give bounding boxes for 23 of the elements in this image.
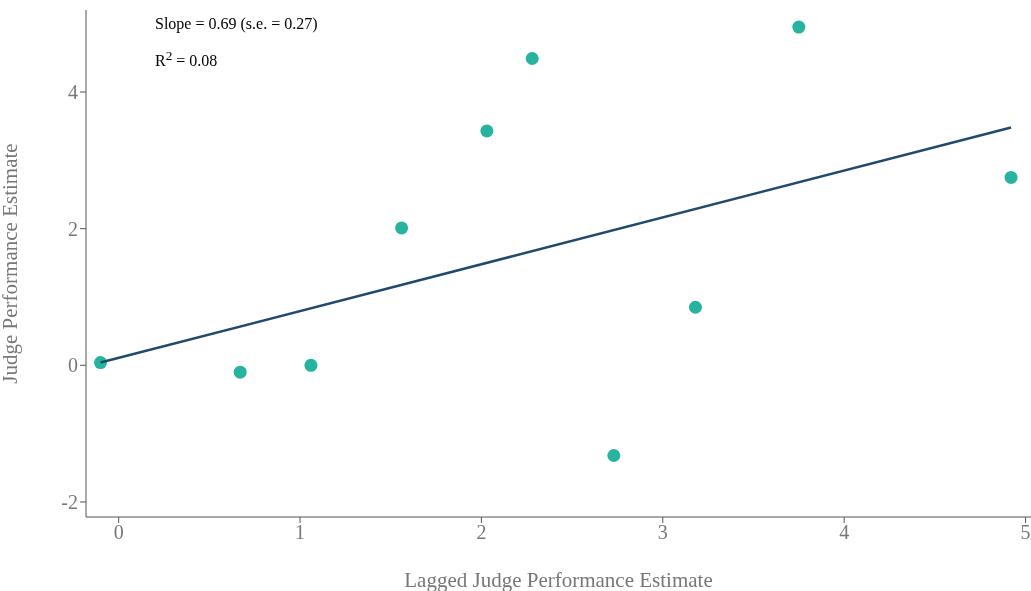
x-tick-label: 3 [657,521,668,544]
y-tick-label: 0 [68,354,78,377]
point [395,221,409,235]
x-tick-label: 4 [839,521,850,544]
annotation: Slope = 0.69 (s.e. = 0.27) [155,15,318,33]
y-tick-label: -2 [61,491,78,514]
x-axis-title: Lagged Judge Performance Estimate [404,568,713,591]
point [607,449,621,462]
y-tick-label: 2 [68,217,78,240]
point [688,300,702,314]
y-tick-label: 4 [68,81,78,104]
point [304,358,318,372]
x-tick-label: 0 [113,521,124,544]
point [233,365,247,379]
point [525,52,539,66]
x-tick-label: 2 [476,521,487,544]
point [480,124,494,138]
x-tick-label: 5 [1020,521,1031,544]
y-axis-title: Judge Performance Estimate [0,143,23,384]
annotation: R$^{2}$ = 0.08 [155,48,218,71]
point [792,20,806,34]
point [1004,170,1018,184]
x-tick-label: 1 [295,521,306,544]
